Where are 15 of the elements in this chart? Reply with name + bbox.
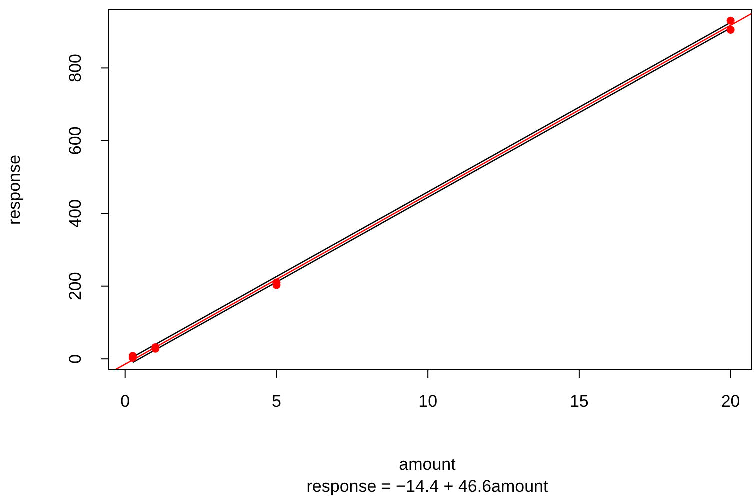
x-tick-label: 0 — [120, 392, 130, 411]
text: response = −14.4 + 46.6amount — [306, 477, 549, 496]
x-axis-title: amount — [399, 455, 456, 474]
y-tick-label: 200 — [66, 272, 85, 301]
point — [726, 26, 735, 34]
x-tick-label: 15 — [570, 392, 589, 411]
y-axis-title: response — [5, 155, 24, 225]
x-tick-label: 5 — [272, 392, 282, 411]
y-tick-label: 600 — [66, 126, 85, 156]
x-tick-label: 10 — [418, 392, 438, 411]
point — [726, 16, 735, 25]
y-tick-label: 800 — [66, 54, 85, 82]
y-tick-label: 400 — [66, 199, 85, 228]
x-tick-label: 20 — [721, 392, 740, 411]
y-tick-label: 0 — [66, 354, 85, 364]
